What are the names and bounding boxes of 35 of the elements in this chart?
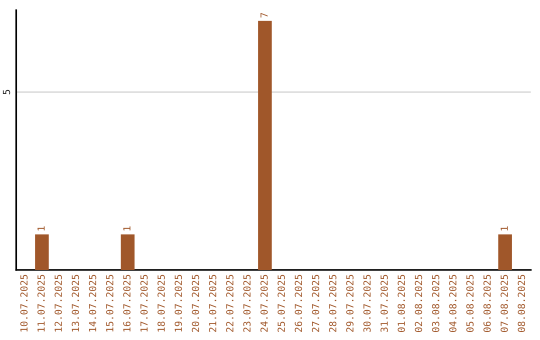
data-label: 1 xyxy=(38,226,45,230)
x-tick-label: 03.08.2025 xyxy=(432,274,440,332)
x-tick-label: 12.07.2025 xyxy=(54,274,62,332)
data-label: 1 xyxy=(500,226,508,230)
x-tick-label: 02.08.2025 xyxy=(414,274,422,332)
x-tick-label: 17.07.2025 xyxy=(140,274,148,332)
x-tick-label: 08.08.2025 xyxy=(518,274,526,332)
y-tick-label: 5 xyxy=(2,90,10,94)
x-tick-label: 10.07.2025 xyxy=(20,274,28,332)
x-tick-label: 23.07.2025 xyxy=(243,274,251,332)
x-tick-label: 19.07.2025 xyxy=(174,274,182,332)
x-tick-label: 11.07.2025 xyxy=(37,274,45,332)
x-tick-label: 06.08.2025 xyxy=(483,274,491,332)
x-tick-label: 18.07.2025 xyxy=(158,274,165,332)
x-tick-label: 30.07.2025 xyxy=(363,274,371,332)
x-tick-label: 01.08.2025 xyxy=(398,274,406,332)
x-tick-label: 29.07.2025 xyxy=(346,274,354,332)
data-label: 1 xyxy=(123,226,130,230)
x-tick-label: 31.07.2025 xyxy=(380,274,388,332)
x-tick-label: 25.07.2025 xyxy=(278,274,285,332)
x-tick-label: 20.07.2025 xyxy=(192,274,200,332)
data-label: 7 xyxy=(260,12,268,18)
x-tick-label: 15.07.2025 xyxy=(106,274,114,332)
x-tick-label: 13.07.2025 xyxy=(72,274,80,332)
x-tick-label: 05.08.2025 xyxy=(466,274,474,332)
x-tick-label: 07.08.2025 xyxy=(500,274,508,332)
x-tick-label: 22.07.2025 xyxy=(226,274,234,332)
x-tick-label: 26.07.2025 xyxy=(294,274,302,332)
x-tick-label: 27.07.2025 xyxy=(312,274,320,332)
x-tick-label: 28.07.2025 xyxy=(329,274,336,332)
x-tick-label: 16.07.2025 xyxy=(123,274,131,332)
x-tick-label: 04.08.2025 xyxy=(449,274,456,332)
x-tick-label: 21.07.2025 xyxy=(208,274,216,332)
x-tick-label: 24.07.2025 xyxy=(260,274,268,332)
x-tick-label: 14.07.2025 xyxy=(88,274,96,332)
